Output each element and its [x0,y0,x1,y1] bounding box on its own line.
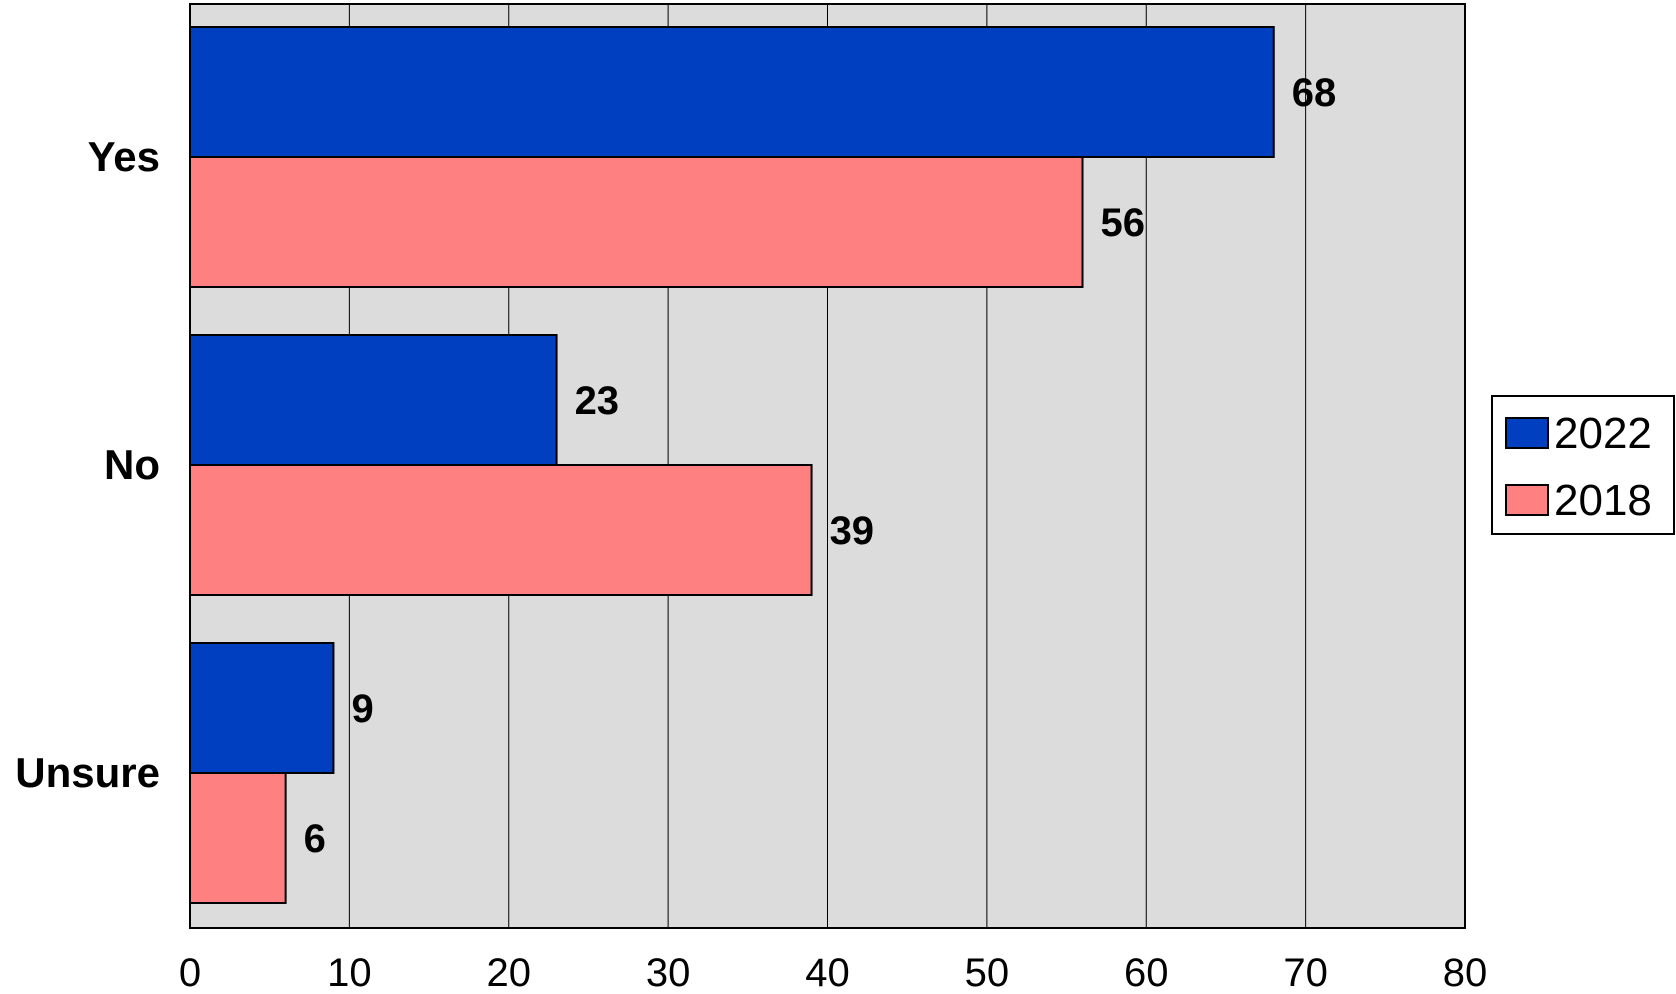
data-label: 39 [830,509,875,553]
data-label: 9 [351,687,373,731]
bar-unsure-2018 [189,772,287,904]
data-label: 23 [575,379,620,423]
x-tick-label: 60 [1124,951,1169,994]
category-labels: Yes No Unsure [15,133,160,796]
x-tick-label: 70 [1283,951,1328,994]
legend-swatch-2018 [1505,484,1549,516]
data-label: 56 [1101,201,1146,245]
data-labels: 68 56 23 39 9 6 [304,71,1337,861]
x-axis-tick-labels: 0 10 20 30 40 50 60 70 80 [179,951,1487,994]
bar-no-2018 [189,464,813,596]
data-label: 68 [1292,71,1337,115]
x-tick-label: 0 [179,951,201,994]
x-tick-label: 10 [327,951,372,994]
bar-yes-2018 [189,156,1084,288]
x-tick-label: 80 [1443,951,1488,994]
legend-swatch-2022 [1505,417,1549,449]
bar-yes-2022 [189,26,1275,158]
bar-no-2022 [189,334,558,466]
bar-unsure-2022 [189,642,335,774]
category-label-unsure: Unsure [15,749,160,796]
category-label-no: No [104,441,160,488]
legend: 2022 2018 [1491,395,1675,535]
bars [189,26,1275,904]
data-label: 6 [304,817,326,861]
category-label-yes: Yes [88,133,160,180]
x-tick-label: 40 [805,951,850,994]
x-tick-label: 30 [646,951,691,994]
legend-label-2018: 2018 [1554,476,1652,525]
legend-label-2022: 2022 [1554,409,1652,458]
x-tick-label: 20 [487,951,532,994]
x-tick-label: 50 [965,951,1010,994]
